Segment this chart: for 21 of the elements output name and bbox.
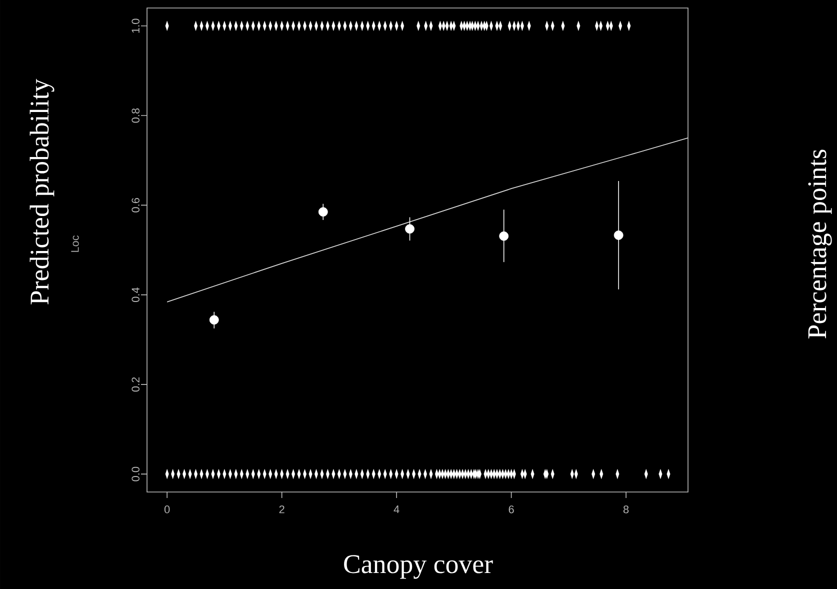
y-tick-label: 1.0 [132,18,140,33]
x-tick-label: 0 [164,506,170,514]
text: Loc [71,235,79,252]
point [318,207,328,217]
point [499,231,509,241]
x-tick-label: 4 [394,506,400,514]
y-axis-title: Predicted probability [30,78,54,304]
y-tick-label: 0.6 [132,198,140,212]
y-tick-label: 0.2 [132,377,140,392]
point [209,315,219,325]
x-tick-label: 6 [508,506,514,514]
y-tick-label: 0.0 [132,466,140,482]
line-series [166,138,688,302]
x-axis-title: Canopy cover [344,555,493,579]
y2-axis-title: Percentage points [808,150,832,338]
x-tick-label: 2 [279,506,284,514]
x-tick-label: 8 [623,506,629,514]
point [405,224,414,234]
point [614,230,624,240]
y-tick-label: 0.8 [132,108,140,123]
y-tick-label: 0.4 [132,288,140,302]
